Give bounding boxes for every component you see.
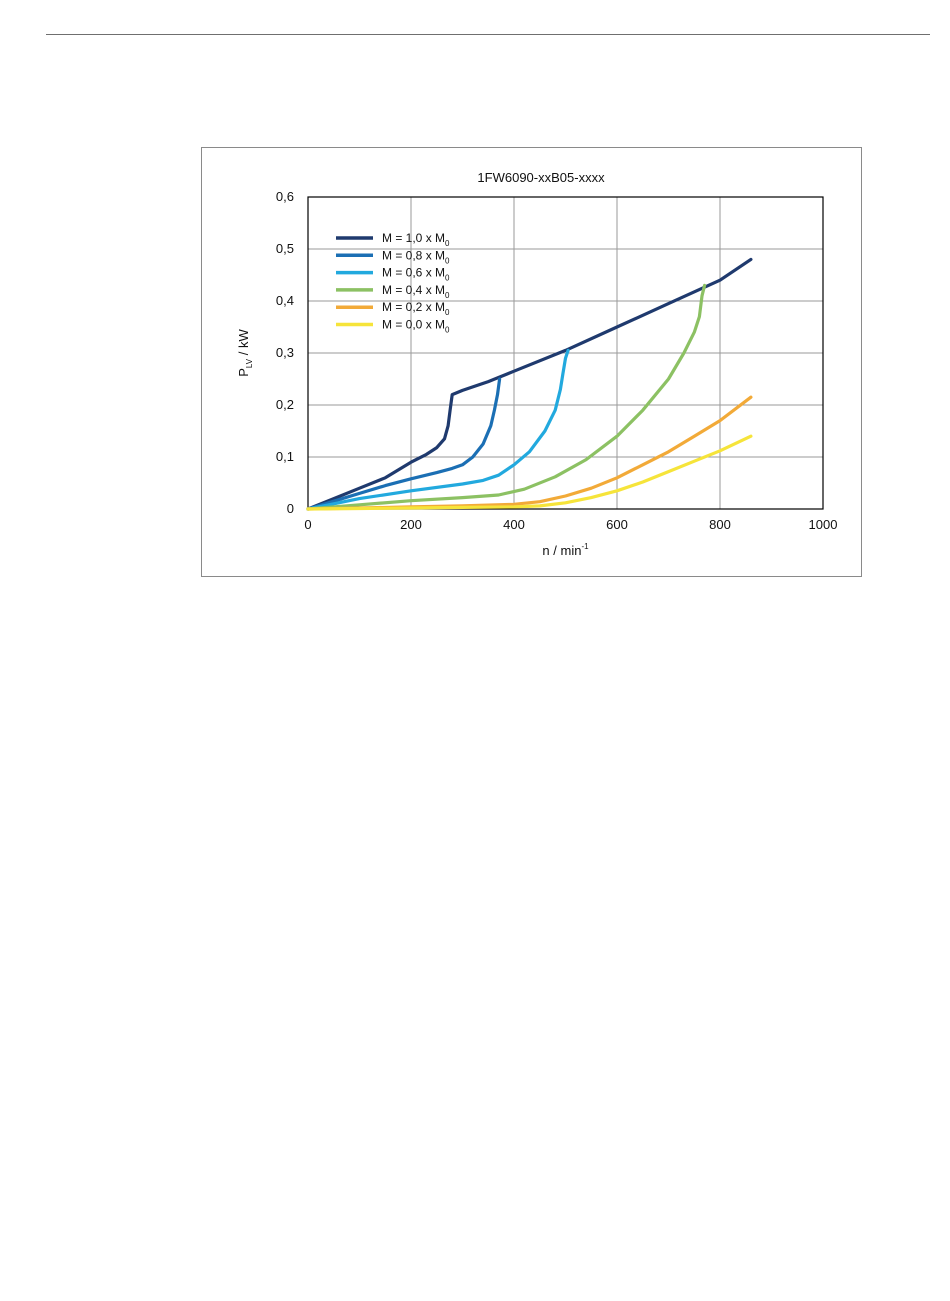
x-tick-label: 600 [606,517,628,532]
series-line-3 [306,348,570,511]
page-header-rule [46,34,930,35]
y-tick-label: 0,5 [276,241,294,256]
legend-entry: M = 0,8 x M0 [382,248,450,265]
series-line-2 [306,377,502,511]
chart-title: 1FW6090-xxB05-xxxx [477,170,605,185]
series-line-1 [306,257,753,511]
tick-labels: 0 200 400 600 800 1000 0 0,1 0,2 0,3 0,4 0,5 0,6 [276,189,838,532]
y-tick-label: 0,1 [276,449,294,464]
x-tick-label: 1000 [809,517,838,532]
series-layer [306,257,753,511]
chart-frame: 1FW6090-xxB05-xxxx 0 200 400 600 800 1000 0 0,1… [201,147,862,577]
legend-entry: M = 0,6 x M0 [382,266,450,283]
series-line-6 [306,434,753,511]
x-tick-label: 0 [304,517,311,532]
legend-entry: M = 0,4 x M0 [382,283,450,300]
legend-entry: M = 0,2 x M0 [382,300,450,317]
y-tick-label: 0 [287,501,294,516]
chart: 1FW6090-xxB05-xxxx 0 200 400 600 800 1000 0 0,1… [236,170,838,558]
plot-area [307,196,824,510]
x-tick-label: 400 [503,517,525,532]
y-tick-label: 0,4 [276,293,294,308]
y-tick-label: 0,2 [276,397,294,412]
y-tick-label: 0,3 [276,345,294,360]
legend-entry: M = 0,0 x M0 [382,318,450,335]
legend: M = 1,0 x M0M = 0,8 x M0M = 0,6 x M0M = … [336,231,450,335]
legend-entry: M = 1,0 x M0 [382,231,450,248]
y-axis-title: PLV / kW [236,329,254,377]
y-tick-label: 0,6 [276,189,294,204]
x-tick-label: 800 [709,517,731,532]
x-tick-label: 200 [400,517,422,532]
series-line-4 [306,283,707,511]
x-axis-title: n / min-1 [542,542,589,558]
